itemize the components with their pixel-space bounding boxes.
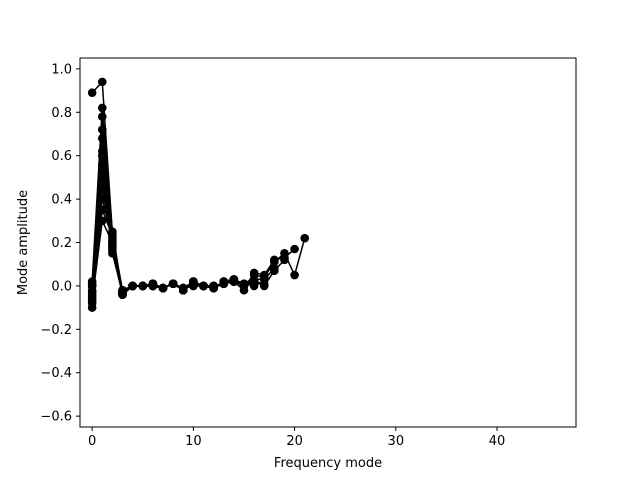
data-point [87, 303, 97, 312]
series-line [91, 154, 184, 294]
y-tick-label: 0.8 [51, 106, 72, 121]
data-point [97, 125, 107, 134]
y-tick-label: 0.6 [51, 149, 72, 164]
data-point [168, 279, 178, 289]
data-point [97, 194, 107, 204]
x-tick-label: 10 [185, 434, 202, 449]
data-point [138, 281, 148, 291]
y-tick-label: −0.2 [40, 323, 72, 338]
data-point [249, 268, 259, 278]
data-point [280, 255, 289, 265]
data-point [87, 296, 97, 306]
x-tick-label: 30 [388, 434, 405, 449]
data-point [128, 281, 137, 291]
x-tick-label: 0 [88, 434, 96, 449]
series-12 [87, 151, 188, 297]
data-point [189, 279, 198, 289]
y-tick-label: 0.4 [51, 193, 72, 208]
data-point [239, 281, 249, 291]
data-point [108, 242, 117, 252]
y-tick-label: −0.6 [40, 410, 72, 425]
data-point [229, 275, 239, 284]
data-point [178, 285, 188, 295]
series-layer [87, 77, 310, 312]
y-axis: −0.6 −0.4 −0.2 0.0 0.2 0.4 0.6 0.8 1.0 [40, 62, 80, 425]
data-point [290, 270, 299, 280]
x-axis: 0 10 20 30 40 [88, 427, 505, 449]
data-point [158, 283, 168, 293]
data-point [97, 216, 107, 226]
data-point [97, 103, 107, 113]
y-tick-label: 1.0 [51, 62, 72, 77]
y-tick-label: 0.0 [51, 279, 72, 294]
data-point [87, 88, 97, 98]
data-point [87, 281, 97, 291]
y-tick-label: 0.2 [51, 236, 72, 251]
x-tick-label: 40 [489, 434, 506, 449]
y-axis-label: Mode amplitude [16, 190, 31, 295]
data-point [290, 244, 299, 254]
data-point [300, 233, 310, 243]
data-point [97, 77, 107, 87]
data-point [259, 279, 269, 289]
data-point [249, 281, 259, 291]
data-point [270, 264, 279, 273]
data-point [97, 134, 107, 143]
data-point [97, 205, 107, 215]
data-point [219, 279, 229, 289]
x-tick-label: 20 [286, 434, 303, 449]
data-point [148, 279, 158, 289]
data-point [97, 151, 107, 160]
plot-area [87, 77, 310, 312]
data-point [97, 112, 107, 121]
data-point [209, 281, 218, 291]
x-axis-label: Frequency mode [274, 456, 382, 471]
data-point [87, 290, 97, 299]
data-point [199, 281, 208, 291]
y-tick-label: −0.4 [40, 366, 72, 381]
data-point [270, 255, 279, 265]
data-point [118, 288, 127, 297]
